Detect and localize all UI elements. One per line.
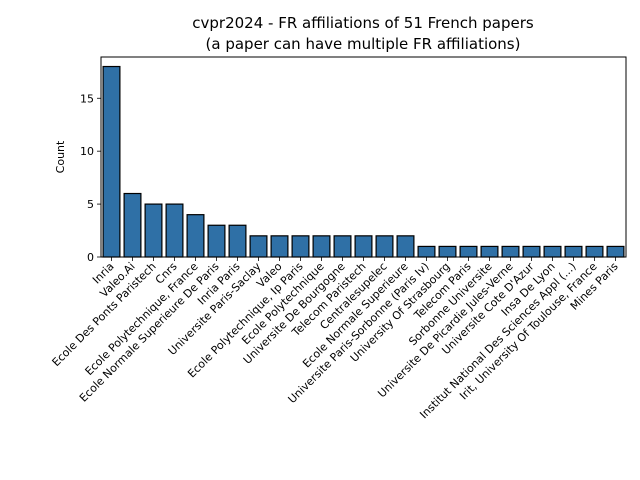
y-tick-label: 0 [87,251,94,264]
axes-frame [100,56,627,258]
bar-4 [186,214,205,258]
bar-12 [354,235,373,258]
chart-subtitle: (a paper can have multiple FR affiliatio… [206,35,521,53]
bar-3 [165,203,184,258]
bar-6 [228,224,247,258]
bars-group [102,65,625,258]
bar-24 [606,245,625,258]
bar-21 [543,245,562,258]
bar-2 [144,203,163,258]
bar-7 [249,235,268,258]
bar-14 [396,235,415,258]
bar-23 [585,245,604,258]
y-tick-label: 10 [80,145,94,158]
y-tick-label: 15 [80,92,94,105]
bar-5 [207,224,226,258]
plot-frame [100,56,627,258]
bar-10 [312,235,331,258]
chart-title: cvpr2024 - FR affiliations of 51 French … [192,14,534,32]
y-axis-label: Count [54,140,67,173]
bar-16 [438,245,457,258]
bar-11 [333,235,352,258]
bar-1 [123,192,142,258]
bar-0 [102,65,121,258]
bar-22 [564,245,583,258]
bar-9 [291,235,310,258]
y-tick-label: 5 [87,198,94,211]
bar-17 [459,245,478,258]
bar-13 [375,235,394,258]
bar-18 [480,245,499,258]
bar-8 [270,235,289,258]
y-ticks-group: 0 5 10 15 [80,92,101,264]
bar-20 [522,245,541,258]
bar-15 [417,245,436,258]
bar-19 [501,245,520,258]
